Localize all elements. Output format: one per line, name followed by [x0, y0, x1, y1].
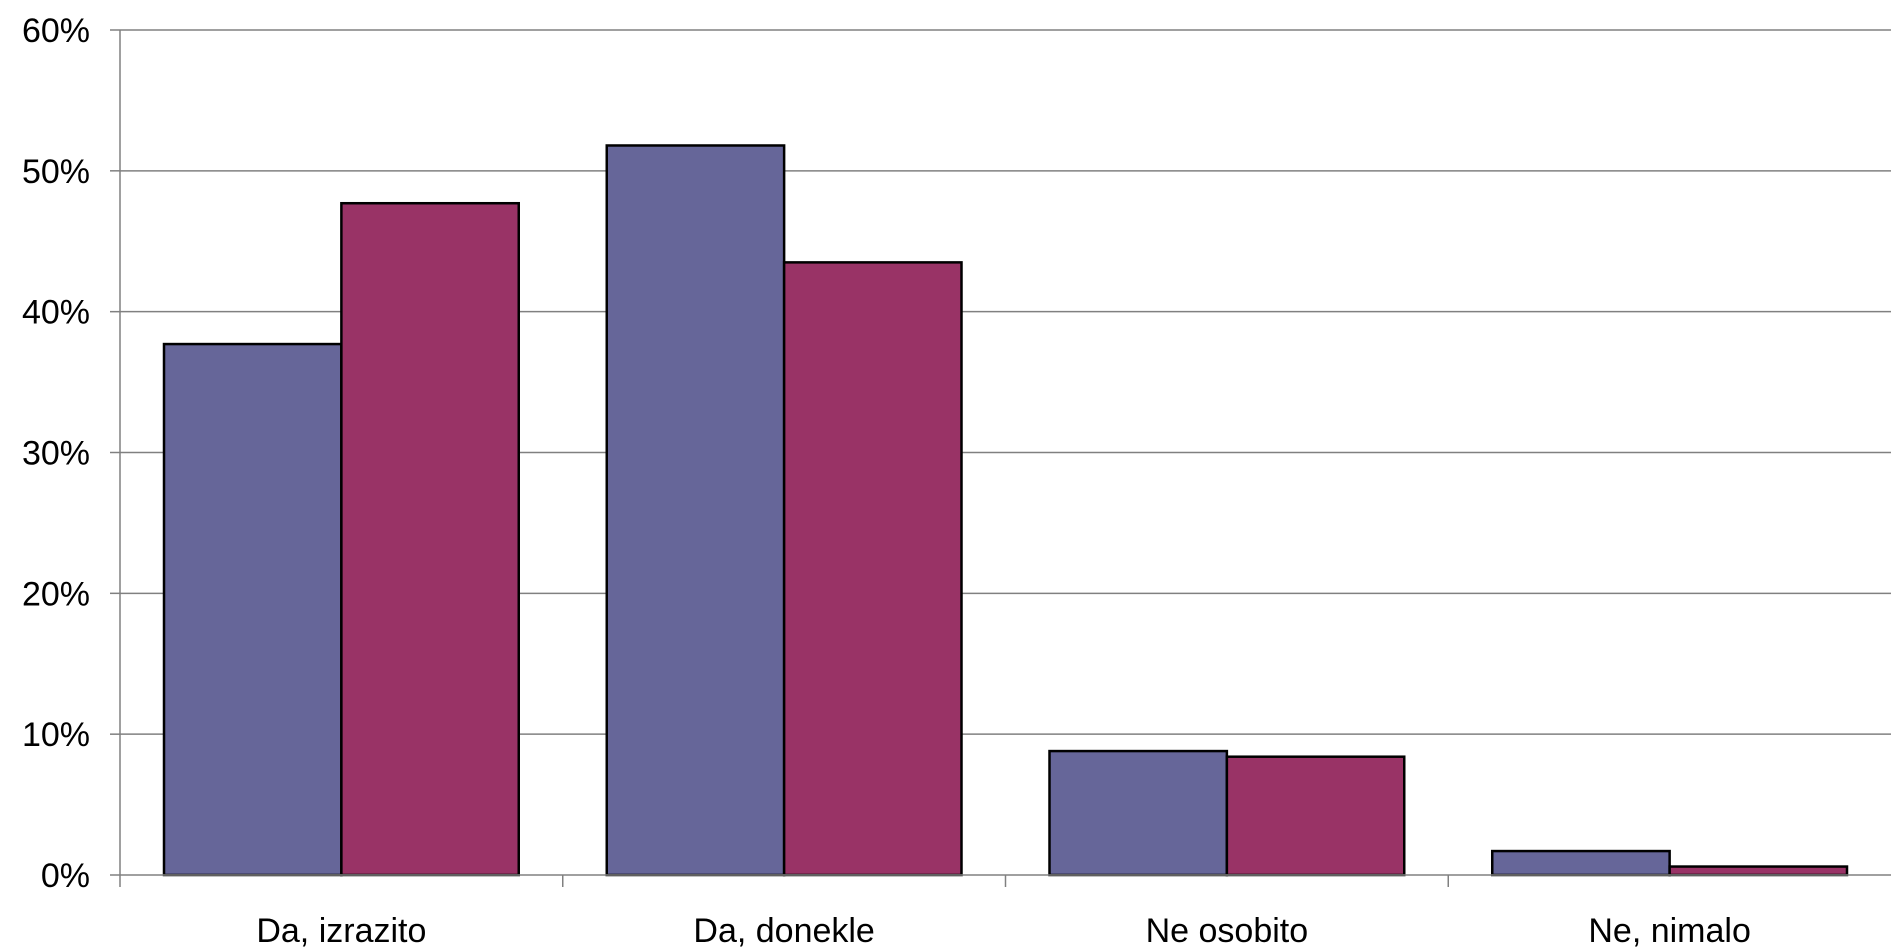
bar — [1668, 865, 1849, 877]
y-tick-label: 10% — [22, 716, 90, 754]
bar — [340, 201, 520, 877]
bar — [605, 144, 786, 877]
y-tick-label: 0% — [41, 857, 90, 895]
y-tick-label: 60% — [22, 12, 90, 50]
bar — [1048, 749, 1229, 877]
y-tick-label: 20% — [22, 575, 90, 613]
bar — [1491, 849, 1671, 877]
y-tick-label: 50% — [22, 153, 90, 191]
bar — [782, 261, 963, 877]
bars — [162, 144, 1849, 877]
labels: 0% 10% 20% 30% 40% 50% 60% Da, izrazito Da, done… — [22, 12, 1751, 950]
bar — [162, 342, 343, 877]
axes — [110, 29, 1891, 887]
y-tick-label: 40% — [22, 294, 90, 332]
x-category-label: Da, donekle — [693, 912, 874, 950]
y-tick-label: 30% — [22, 435, 90, 473]
bar — [1225, 755, 1406, 877]
x-category-label: Ne, nimalo — [1588, 912, 1751, 950]
x-category-label: Da, izrazito — [256, 912, 426, 950]
x-category-label: Ne osobito — [1146, 912, 1309, 950]
